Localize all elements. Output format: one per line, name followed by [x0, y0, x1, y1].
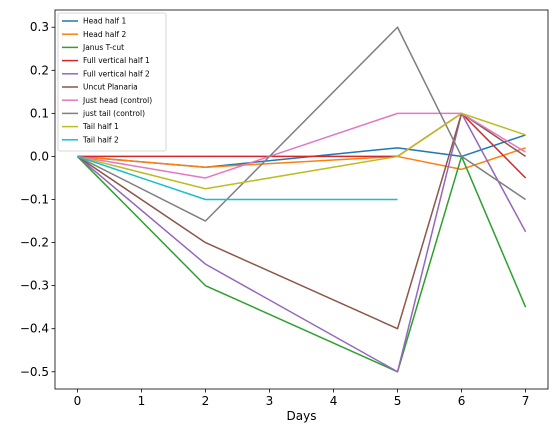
legend-label: Tail half 1 — [82, 122, 119, 131]
legend-box — [57, 12, 167, 152]
legend-label: Full vertical half 2 — [83, 69, 150, 78]
x-tick-label: 4 — [330, 394, 338, 408]
y-tick-label: −0.5 — [20, 365, 49, 379]
series-layer — [76, 26, 527, 373]
legend-label: Full vertical half 1 — [83, 56, 150, 65]
y-tick-label: 0.1 — [30, 106, 49, 120]
x-tick-label: 1 — [138, 394, 146, 408]
legend: Head half 1 Head half 2 Janus T-cut Full ve… — [57, 12, 167, 152]
series-line-3 — [76, 155, 527, 373]
series-line-9 — [77, 112, 526, 190]
legend-label: Janus T-cut — [82, 43, 124, 52]
x-tick-label: 3 — [266, 394, 274, 408]
y-tick-label: 0.3 — [30, 20, 49, 34]
series-line-10 — [77, 155, 398, 201]
x-tick-label: 0 — [74, 394, 82, 408]
series-line-8 — [77, 26, 527, 222]
series-line-7 — [77, 112, 526, 179]
y-tick-label: −0.2 — [20, 236, 49, 250]
x-tick-label: 5 — [394, 394, 402, 408]
y-tick-label: 0.2 — [30, 63, 49, 77]
legend-label: Uncut Planaria — [83, 83, 138, 92]
y-tick-label: 0.0 — [30, 149, 49, 163]
legend-label: Head half 2 — [83, 30, 126, 39]
y-tick-label: −0.1 — [20, 193, 49, 207]
x-tick-label: 2 — [202, 394, 210, 408]
x-tick-label: 6 — [458, 394, 466, 408]
series-line-6 — [76, 112, 527, 330]
legend-label: Just head (control) — [82, 96, 152, 105]
legend-label: Tail half 2 — [82, 135, 119, 144]
series-line-5 — [76, 112, 527, 373]
y-tick-label: −0.3 — [20, 279, 49, 293]
ticks-layer: 0 1 2 3 4 5 6 7 −0.5 −0.4 −0.3 −0.2 −0.1 0.0 0.1 0.2 0.3 — [20, 20, 530, 408]
y-tick-label: −0.4 — [20, 322, 49, 336]
legend-label: Head half 1 — [83, 17, 126, 26]
legend-label: just tail (control) — [82, 109, 145, 118]
x-axis-label: Days — [287, 409, 317, 423]
x-tick-label: 7 — [522, 394, 530, 408]
